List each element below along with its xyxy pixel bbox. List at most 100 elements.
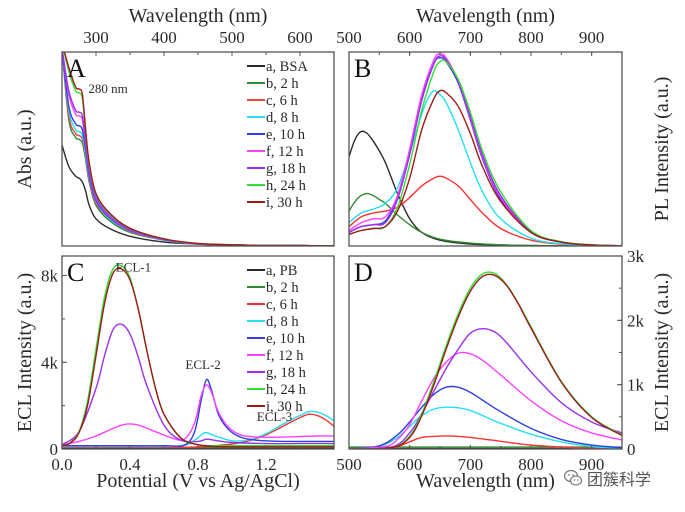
legend-label: a, PB <box>266 263 297 279</box>
annotation: ECL-1 <box>116 260 151 275</box>
series-group <box>62 264 334 449</box>
y-tick-label: 4k <box>41 353 59 372</box>
legend: a, PBb, 2 hc, 6 hd, 8 he, 10 hf, 12 hg, … <box>247 263 307 415</box>
legend-label: g, 18 h <box>266 161 307 177</box>
legend-item: b, 2 h <box>247 280 299 296</box>
legend-item: f, 12 h <box>247 144 304 160</box>
series-line-d-5 <box>349 351 622 449</box>
panel-b: 500 600 700 800 900 Wavelength (nm) PL Intensi… <box>336 5 673 247</box>
legend-label: d, 8 h <box>266 110 299 126</box>
panel-label: A <box>67 54 86 83</box>
panel-a: 300 400 500 600 Wavelength (nm) Abs (a.u.) A28… <box>14 5 335 247</box>
legend-label: c, 6 h <box>266 93 299 109</box>
legend-item: d, 8 h <box>247 314 299 330</box>
series-line-d-4 <box>349 385 622 449</box>
watermark-text: 团簇科学 <box>587 470 652 489</box>
y-tick-label: 0 <box>50 440 59 459</box>
legend-item: d, 8 h <box>247 110 299 126</box>
x-tick-label: 600 <box>287 28 313 47</box>
x-tick-label: 0.4 <box>119 455 141 474</box>
series-line-b-8 <box>349 89 622 246</box>
x-tick-label: 1.2 <box>255 455 276 474</box>
x-tick-label: 500 <box>336 455 362 474</box>
x-tick-label: 700 <box>458 455 484 474</box>
series-line-b-3 <box>349 90 622 246</box>
series-line-c-5 <box>62 384 334 446</box>
legend-label: i, 30 h <box>266 399 303 415</box>
series-line-b-1 <box>349 192 622 246</box>
legend-item: e, 10 h <box>247 127 306 143</box>
x-axis-label: Wavelength (nm) <box>129 5 268 27</box>
y-tick-label: 3k <box>627 247 645 266</box>
legend-item: c, 6 h <box>247 297 299 313</box>
legend-label: f, 12 h <box>266 144 304 160</box>
panel-d: 500 600 700 800 900 Wavelength (nm) 0 1k 2k 3k ECL… <box>336 247 673 492</box>
series-line-b-6 <box>349 54 622 246</box>
legend-item: a, PB <box>247 263 297 279</box>
y-tick-label: 8k <box>41 267 59 286</box>
y-tick-label: 0 <box>627 440 636 459</box>
watermark: 团簇科学 <box>563 466 651 490</box>
x-axis-label: Potential (V vs Ag/AgCl) <box>96 470 300 492</box>
series-line-d-7 <box>349 271 622 449</box>
panel-label: C <box>67 258 84 287</box>
legend-item: a, BSA <box>247 59 308 75</box>
series-line-c-4 <box>62 378 334 447</box>
series-line-b-0 <box>349 130 622 246</box>
legend-item: c, 6 h <box>247 93 299 109</box>
legend-item: g, 18 h <box>247 365 307 381</box>
x-tick-label: 800 <box>518 28 544 47</box>
series-group <box>349 53 622 246</box>
legend-label: d, 8 h <box>266 314 299 330</box>
legend-label: e, 10 h <box>266 331 306 347</box>
legend-label: c, 6 h <box>266 297 299 313</box>
y-axis-label: PL Intensity (a.u.) <box>651 77 673 222</box>
legend-item: h, 24 h <box>247 382 307 398</box>
series-group <box>62 52 334 246</box>
x-tick-label: 500 <box>219 28 245 47</box>
series-line-c-6 <box>62 323 334 446</box>
x-tick-label: 600 <box>397 28 423 47</box>
x-tick-label: 800 <box>518 455 544 474</box>
plot-frame <box>348 51 623 247</box>
x-tick-label: 300 <box>83 28 109 47</box>
x-axis-label: Wavelength (nm) <box>416 5 555 27</box>
wechat-icon <box>563 469 583 486</box>
series-line-b-7 <box>349 59 622 246</box>
x-tick-label: 700 <box>458 28 484 47</box>
legend-item: f, 12 h <box>247 348 304 364</box>
annotation: 280 nm <box>88 81 127 96</box>
legend-label: b, 2 h <box>266 76 299 92</box>
x-tick-label: 900 <box>579 28 605 47</box>
annotation: ECL-2 <box>185 357 220 372</box>
y-tick-label: 1k <box>627 376 645 395</box>
series-line-d-6 <box>349 327 622 449</box>
series-line-b-2 <box>349 175 622 246</box>
x-tick-label: 500 <box>336 28 362 47</box>
legend-item: i, 30 h <box>247 399 303 415</box>
y-axis-label: ECL Intensity (a.u.) <box>14 273 36 432</box>
legend-label: h, 24 h <box>266 178 307 194</box>
legend-label: g, 18 h <box>266 365 307 381</box>
legend-label: b, 2 h <box>266 280 299 296</box>
legend-label: i, 30 h <box>266 195 303 211</box>
series-line-d-3 <box>349 406 622 449</box>
series-line-d-8 <box>349 273 622 449</box>
x-tick-label: 400 <box>151 28 177 47</box>
series-line-a-8 <box>63 52 334 246</box>
legend-item: b, 2 h <box>247 76 299 92</box>
legend-item: h, 24 h <box>247 178 307 194</box>
legend-label: e, 10 h <box>266 127 306 143</box>
y-tick-label: 2k <box>627 311 645 330</box>
x-axis-label: Wavelength (nm) <box>416 470 555 492</box>
series-line-c-8 <box>62 267 334 448</box>
x-tick-label: 900 <box>579 455 605 474</box>
y-axis-label: Abs (a.u.) <box>14 109 36 188</box>
legend-label: a, BSA <box>266 59 308 75</box>
legend-item: g, 18 h <box>247 161 307 177</box>
legend-label: h, 24 h <box>266 382 307 398</box>
series-group <box>349 271 622 449</box>
